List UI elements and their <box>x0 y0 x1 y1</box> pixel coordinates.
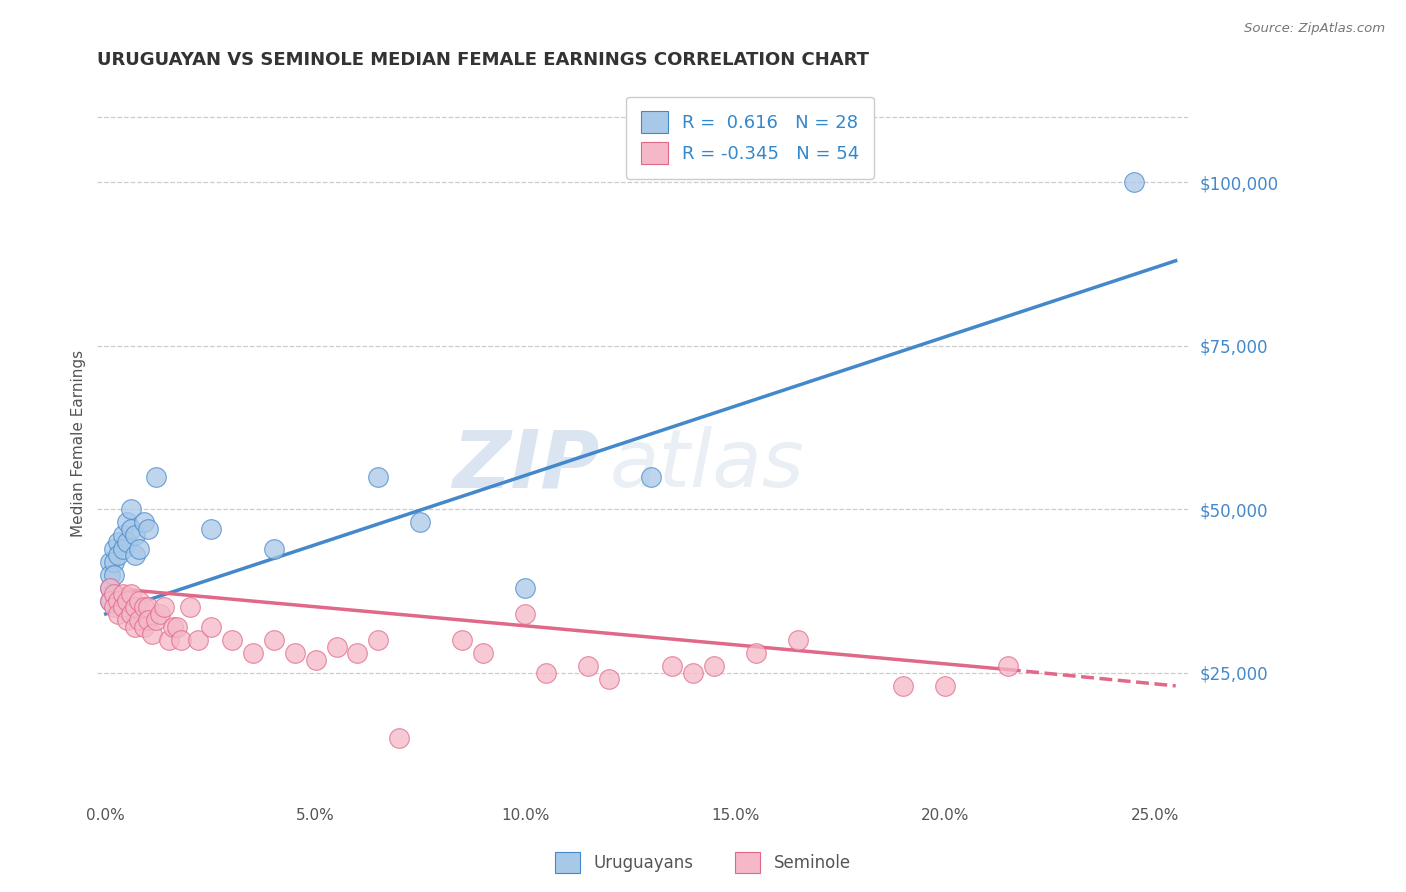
Point <box>187 633 209 648</box>
Text: ZIP: ZIP <box>451 426 599 505</box>
Point <box>107 535 129 549</box>
Point <box>136 522 159 536</box>
Point <box>145 469 167 483</box>
Point <box>367 469 389 483</box>
Point <box>111 587 134 601</box>
Point <box>132 620 155 634</box>
Point <box>346 646 368 660</box>
Point <box>136 614 159 628</box>
Point <box>934 679 956 693</box>
Point <box>179 600 201 615</box>
Text: atlas: atlas <box>610 426 804 505</box>
Point <box>304 653 326 667</box>
Point <box>120 587 142 601</box>
Point <box>200 620 222 634</box>
Point <box>166 620 188 634</box>
Y-axis label: Median Female Earnings: Median Female Earnings <box>72 351 86 538</box>
Point <box>598 673 620 687</box>
Point <box>111 600 134 615</box>
Point <box>515 607 537 621</box>
Point <box>661 659 683 673</box>
Point <box>107 607 129 621</box>
Point <box>103 555 125 569</box>
Point <box>107 594 129 608</box>
Text: URUGUAYAN VS SEMINOLE MEDIAN FEMALE EARNINGS CORRELATION CHART: URUGUAYAN VS SEMINOLE MEDIAN FEMALE EARN… <box>97 51 869 69</box>
Legend: Uruguayans, Seminole: Uruguayans, Seminole <box>548 846 858 880</box>
Point <box>284 646 307 660</box>
Point <box>682 665 704 680</box>
Point <box>120 607 142 621</box>
Point <box>115 614 138 628</box>
Point <box>98 594 121 608</box>
Point <box>149 607 172 621</box>
Point <box>145 614 167 628</box>
Point <box>263 633 285 648</box>
Point <box>132 600 155 615</box>
Point <box>162 620 184 634</box>
Point <box>124 620 146 634</box>
Point <box>576 659 599 673</box>
Point <box>157 633 180 648</box>
Point <box>128 594 150 608</box>
Point <box>128 541 150 556</box>
Point <box>640 469 662 483</box>
Point <box>115 516 138 530</box>
Point <box>472 646 495 660</box>
Point <box>388 731 411 746</box>
Point <box>111 541 134 556</box>
Point <box>891 679 914 693</box>
Point <box>115 594 138 608</box>
Point <box>103 541 125 556</box>
Point <box>120 522 142 536</box>
Point <box>536 665 558 680</box>
Point <box>98 581 121 595</box>
Point <box>124 600 146 615</box>
Point <box>136 600 159 615</box>
Point <box>787 633 810 648</box>
Point <box>124 528 146 542</box>
Point <box>997 659 1019 673</box>
Point <box>1122 175 1144 189</box>
Point <box>325 640 347 654</box>
Point <box>115 535 138 549</box>
Point <box>451 633 474 648</box>
Point <box>141 626 163 640</box>
Point <box>103 600 125 615</box>
Point <box>98 581 121 595</box>
Point <box>515 581 537 595</box>
Legend: R =  0.616   N = 28, R = -0.345   N = 54: R = 0.616 N = 28, R = -0.345 N = 54 <box>626 96 873 178</box>
Point <box>98 567 121 582</box>
Point <box>200 522 222 536</box>
Point <box>98 594 121 608</box>
Point <box>98 555 121 569</box>
Point <box>107 548 129 562</box>
Point <box>221 633 243 648</box>
Point <box>170 633 193 648</box>
Point <box>703 659 725 673</box>
Point <box>124 548 146 562</box>
Point <box>103 567 125 582</box>
Point <box>103 587 125 601</box>
Point <box>263 541 285 556</box>
Point <box>409 516 432 530</box>
Point <box>132 516 155 530</box>
Point <box>242 646 264 660</box>
Point <box>153 600 176 615</box>
Text: Source: ZipAtlas.com: Source: ZipAtlas.com <box>1244 22 1385 36</box>
Point <box>111 528 134 542</box>
Point <box>128 614 150 628</box>
Point <box>367 633 389 648</box>
Point <box>120 502 142 516</box>
Point <box>745 646 768 660</box>
